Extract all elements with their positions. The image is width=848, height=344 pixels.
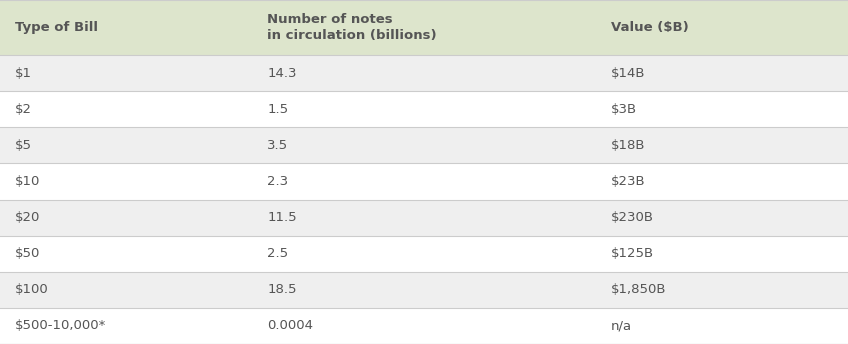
Text: $20: $20 bbox=[15, 211, 41, 224]
Text: n/a: n/a bbox=[611, 320, 632, 332]
Bar bbox=[0, 91, 848, 127]
Text: 14.3: 14.3 bbox=[267, 66, 297, 79]
Text: 2.5: 2.5 bbox=[267, 247, 288, 260]
Text: $3B: $3B bbox=[611, 103, 637, 116]
Bar bbox=[0, 308, 848, 344]
Text: $230B: $230B bbox=[611, 211, 654, 224]
Text: 2.3: 2.3 bbox=[267, 175, 288, 188]
Text: Type of Bill: Type of Bill bbox=[15, 21, 98, 34]
Text: Number of notes
in circulation (billions): Number of notes in circulation (billions… bbox=[267, 13, 437, 42]
Bar bbox=[0, 127, 848, 163]
Text: Value ($B): Value ($B) bbox=[611, 21, 689, 34]
Text: $1: $1 bbox=[15, 66, 32, 79]
Bar bbox=[0, 272, 848, 308]
Text: $23B: $23B bbox=[611, 175, 645, 188]
Text: $1,850B: $1,850B bbox=[611, 283, 666, 296]
Text: 3.5: 3.5 bbox=[267, 139, 288, 152]
Bar bbox=[0, 200, 848, 236]
Text: $14B: $14B bbox=[611, 66, 645, 79]
Bar bbox=[0, 236, 848, 272]
Text: 1.5: 1.5 bbox=[267, 103, 288, 116]
Text: $125B: $125B bbox=[611, 247, 654, 260]
Text: $100: $100 bbox=[15, 283, 49, 296]
Bar bbox=[0, 163, 848, 200]
Text: 0.0004: 0.0004 bbox=[267, 320, 313, 332]
Bar bbox=[0, 55, 848, 91]
Text: $5: $5 bbox=[15, 139, 32, 152]
Text: $10: $10 bbox=[15, 175, 41, 188]
Text: $50: $50 bbox=[15, 247, 41, 260]
Bar bbox=[0, 0, 848, 55]
Text: 11.5: 11.5 bbox=[267, 211, 297, 224]
Text: 18.5: 18.5 bbox=[267, 283, 297, 296]
Text: $18B: $18B bbox=[611, 139, 645, 152]
Text: $2: $2 bbox=[15, 103, 32, 116]
Text: $500-10,000*: $500-10,000* bbox=[15, 320, 107, 332]
